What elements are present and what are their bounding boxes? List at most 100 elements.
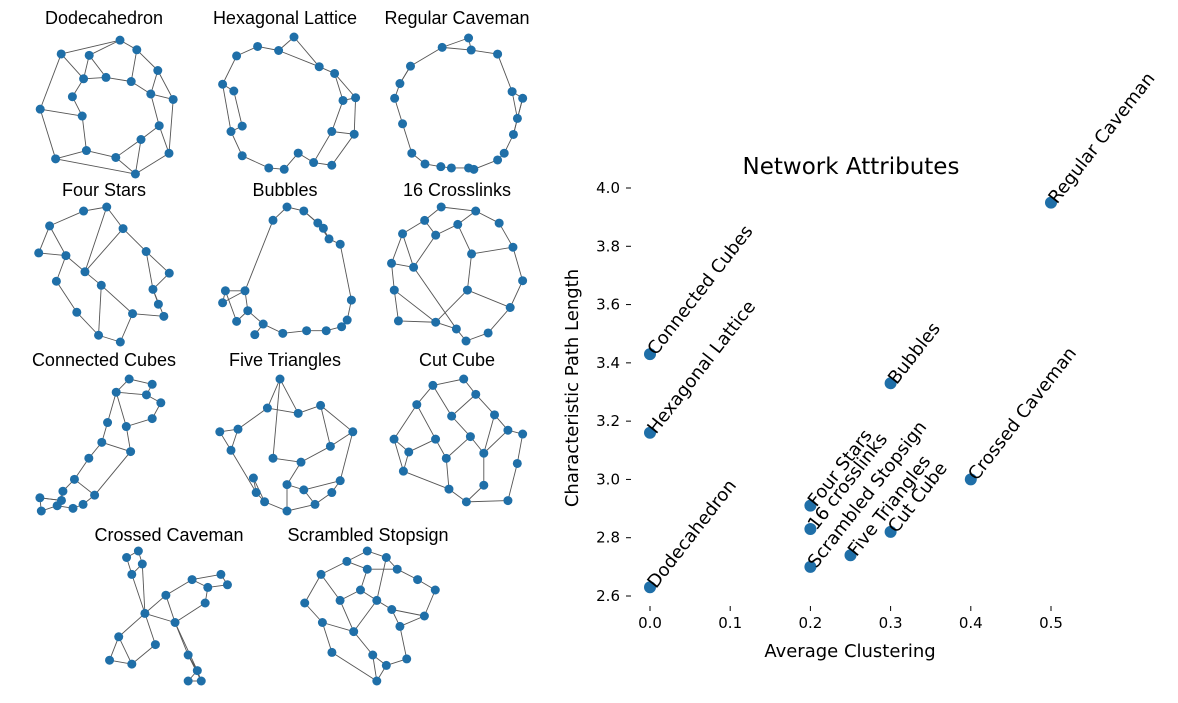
graph-node [512, 113, 522, 123]
data-point-marker [1045, 196, 1057, 209]
graph-node [381, 660, 391, 670]
graph-edge [441, 206, 476, 212]
graph-edge [320, 574, 341, 601]
graph-node [200, 598, 210, 608]
graph-edge [334, 73, 344, 101]
chart-title: Network Attributes [743, 154, 960, 180]
graph-node [368, 650, 378, 660]
graph-node [126, 77, 136, 87]
graph-node [218, 298, 228, 308]
y-tick-label: 3.2 [596, 412, 620, 430]
graph-node [268, 215, 278, 225]
graph-node [389, 285, 399, 295]
graph-node [420, 159, 430, 169]
graph-panel-title: Five Triangles [229, 350, 341, 370]
graph-edge [49, 210, 84, 227]
data-point-label: Regular Caveman [1044, 69, 1159, 208]
graph-node [314, 62, 324, 72]
graph-node [431, 317, 441, 327]
graph-edge [132, 313, 164, 317]
graph-edge [38, 252, 66, 257]
graph-node [253, 41, 263, 51]
graph-node [407, 148, 417, 158]
graph-node [459, 374, 469, 384]
graph-node [518, 93, 528, 103]
graph-edge [118, 613, 146, 638]
graph-node [453, 219, 463, 229]
graph-edge [115, 392, 127, 427]
graph-node [240, 286, 250, 296]
y-axis-label: Characteristic Path Length [562, 269, 583, 507]
data-point-marker [644, 426, 656, 439]
graph-node [327, 647, 337, 657]
graph-edge [144, 613, 156, 645]
graph-edge [86, 150, 116, 158]
graph-edge [293, 36, 320, 67]
graph-edge [403, 470, 450, 490]
graph-node [372, 676, 382, 686]
graph-panel-title: Connected Cubes [32, 350, 176, 370]
graph-edge [119, 313, 133, 343]
graph-edge [158, 125, 170, 154]
graph-node [114, 632, 124, 642]
graph-panel-title: Hexagonal Lattice [213, 8, 357, 28]
graph-node [51, 276, 61, 286]
graph-node [431, 434, 441, 444]
graph-node [45, 221, 55, 231]
graph-edge [230, 450, 257, 493]
graph-node [141, 247, 151, 257]
graph-edge [445, 436, 471, 459]
graph-node [387, 258, 397, 268]
graph-node [483, 328, 493, 338]
graph-edge [267, 407, 299, 414]
graph-node [462, 285, 472, 295]
graph-node [436, 162, 446, 172]
graph-node [398, 119, 408, 129]
graph-node [355, 585, 365, 595]
graph-edge [135, 152, 170, 175]
graph-edge [94, 451, 131, 496]
graph-node [147, 414, 157, 424]
graph-edge [334, 73, 356, 99]
graph-node [183, 676, 193, 686]
graph-node [78, 499, 88, 509]
data-point-label: 16 crosslinks [804, 429, 892, 534]
graph-edge [391, 609, 425, 617]
graph-node [79, 74, 89, 84]
graph-edge [76, 311, 99, 336]
graph-edge [304, 574, 322, 604]
graph-edge [89, 39, 121, 56]
graph-panel-five-triangles: Five Triangles [215, 350, 358, 516]
data-point-label: Scrambled Stopsign [804, 417, 931, 572]
graph-node [299, 206, 309, 216]
graph-node [461, 336, 471, 346]
y-tick-label: 3.8 [596, 237, 620, 255]
graph-panel-title: Four Stars [62, 180, 146, 200]
graph-edge [509, 280, 524, 308]
point-regular-caveman: Regular Caveman [1044, 69, 1159, 209]
graph-node [299, 485, 309, 495]
graph-edge [49, 225, 67, 256]
graph-node [187, 575, 197, 585]
graph-edge [483, 414, 495, 454]
graph-node [444, 484, 454, 494]
graph-node [389, 434, 399, 444]
graph-edge [320, 405, 331, 447]
graph-edge [393, 439, 404, 472]
graph-edge [118, 636, 133, 665]
graph-edge [313, 131, 333, 163]
graph-edge [393, 404, 418, 440]
graph-node [293, 408, 303, 418]
graph-node [90, 490, 100, 500]
graph-edge [353, 600, 378, 632]
graph-node [67, 92, 77, 102]
graph-node [387, 605, 397, 614]
graph-edge [507, 463, 518, 501]
graph-edge [300, 445, 331, 463]
graph-node [168, 94, 178, 104]
graph-node [154, 121, 164, 131]
graph-node [51, 154, 61, 164]
graph-panel-hexagonal-lattice: Hexagonal Lattice [213, 8, 361, 174]
graph-node [183, 650, 193, 660]
graph-node [335, 595, 345, 605]
